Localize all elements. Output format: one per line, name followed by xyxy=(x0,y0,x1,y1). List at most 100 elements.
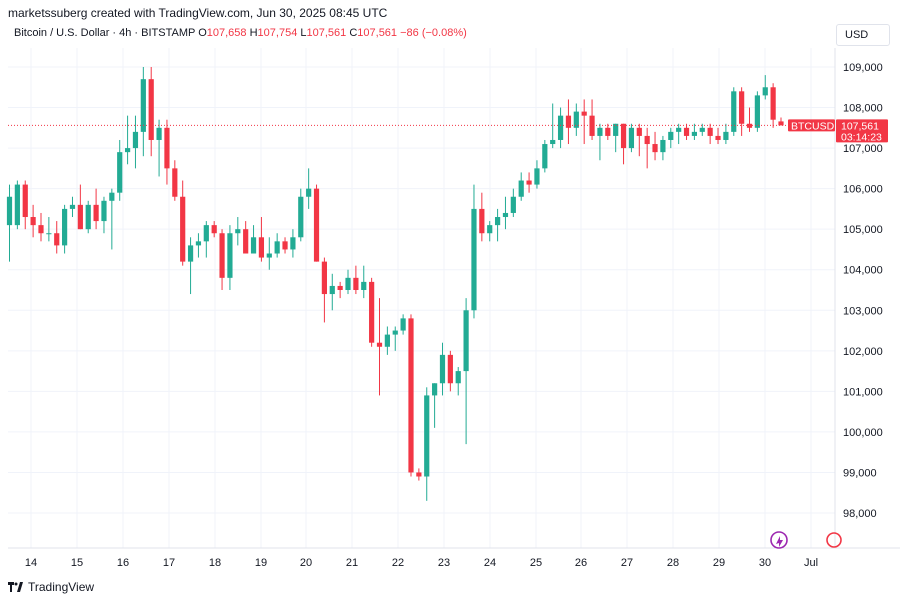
x-tick-label: 26 xyxy=(575,557,587,569)
candle-body xyxy=(455,371,461,384)
candle-body xyxy=(494,217,501,226)
candle-body xyxy=(298,196,304,238)
candle-body xyxy=(754,95,760,128)
y-tick-label: 98,000 xyxy=(843,508,877,520)
candle-body xyxy=(526,180,532,185)
candle-body xyxy=(353,277,359,290)
symbol-ohlc-legend: Bitcoin / U.S. Dollar · 4h · BITSTAMP O1… xyxy=(14,27,467,39)
x-tick-label: 14 xyxy=(25,557,37,569)
candle-body xyxy=(487,225,493,234)
candle-body xyxy=(124,148,131,153)
candle-body xyxy=(14,184,20,226)
candle-body xyxy=(479,208,485,234)
candle-body xyxy=(770,87,776,120)
candle-body xyxy=(589,115,595,136)
candle-body xyxy=(6,196,13,226)
x-tick-label: 24 xyxy=(484,557,496,569)
candle-body xyxy=(243,229,249,254)
candle-body xyxy=(274,241,280,254)
candle-body xyxy=(313,188,320,262)
candle-body xyxy=(620,123,627,149)
candle-body xyxy=(660,139,666,153)
x-tick-label: 18 xyxy=(209,557,221,569)
candle-body xyxy=(668,131,674,140)
candle-body xyxy=(266,253,272,258)
candle-body xyxy=(369,281,375,343)
candle-body xyxy=(557,115,564,140)
candle-body xyxy=(180,196,186,262)
y-tick-label: 104,000 xyxy=(843,265,883,277)
currency-selector[interactable]: USD xyxy=(836,24,890,46)
candle-body xyxy=(416,472,422,477)
candle-body xyxy=(203,225,209,242)
y-tick-label: 100,000 xyxy=(843,427,883,439)
x-tick-label: 16 xyxy=(117,557,129,569)
candle-body xyxy=(447,354,453,384)
candle-body xyxy=(565,115,572,128)
candle-body xyxy=(156,127,162,140)
price-tag-countdown: 03:14:23 xyxy=(841,131,882,143)
candle-body xyxy=(219,233,225,278)
candle-body xyxy=(69,204,76,209)
candle-body xyxy=(46,233,52,235)
candle-body xyxy=(164,127,170,169)
x-tick-label: 19 xyxy=(255,557,267,569)
candle-body xyxy=(22,184,28,218)
candle-body xyxy=(361,281,367,290)
x-tick-label: 27 xyxy=(621,557,633,569)
y-tick-label: 102,000 xyxy=(843,346,883,358)
candle-body xyxy=(762,87,768,96)
candle-body xyxy=(581,111,587,116)
candle-body xyxy=(573,111,579,128)
candle-body xyxy=(306,188,312,197)
open-label: O xyxy=(198,27,207,39)
high-label: H xyxy=(249,27,258,39)
y-tick-label: 101,000 xyxy=(843,386,883,398)
candle-body xyxy=(77,204,83,230)
candle-body xyxy=(636,127,642,136)
x-tick-label: 21 xyxy=(346,557,358,569)
footer-brand: TradingView xyxy=(28,580,95,594)
candles xyxy=(6,67,784,501)
x-tick-label: 29 xyxy=(713,557,725,569)
x-tick-label: 30 xyxy=(759,557,771,569)
indicator-icon[interactable] xyxy=(770,531,788,549)
candle-body xyxy=(550,139,556,145)
attribution-text: marketssuberg created with TradingView.c… xyxy=(8,6,388,20)
candle-body xyxy=(439,354,446,384)
y-tick-label: 108,000 xyxy=(843,103,883,115)
candle-body xyxy=(148,79,154,140)
y-tick-label: 103,000 xyxy=(843,305,883,317)
y-tick-label: 109,000 xyxy=(843,62,883,74)
time-axis[interactable]: 14 15 16 17 18 19 20 21 22 23 24 25 26 27 28 29 30 Jul xyxy=(25,557,818,569)
candle-body xyxy=(211,225,217,234)
candle-body xyxy=(676,127,682,132)
calendar-icon[interactable] xyxy=(826,532,842,548)
candle-body xyxy=(329,285,335,295)
candle-body xyxy=(290,237,296,250)
price-axis[interactable]: 98,000 99,000 100,000 101,000 102,000 103,000… xyxy=(843,62,883,520)
candle-body xyxy=(534,168,540,185)
y-tick-label: 99,000 xyxy=(843,467,877,479)
candle-body xyxy=(731,91,737,132)
candle-body xyxy=(62,208,68,246)
candle-body xyxy=(321,261,327,295)
candle-body xyxy=(38,225,44,234)
x-tick-label: 23 xyxy=(438,557,450,569)
candle-body xyxy=(502,212,509,218)
candle-body xyxy=(93,204,99,222)
candle-body xyxy=(652,144,658,153)
price-tag-price: 107,561 xyxy=(841,120,879,132)
candle-body xyxy=(54,233,60,246)
candle-body xyxy=(471,208,477,311)
candle-body xyxy=(628,127,635,149)
change-value: −86 (−0.08%) xyxy=(400,27,467,39)
candle-body xyxy=(408,318,414,473)
candle-body xyxy=(707,127,713,136)
ticker-tag-text: BTCUSD xyxy=(791,120,835,132)
candle-body xyxy=(109,192,115,201)
candle-body xyxy=(432,383,438,396)
candle-body xyxy=(605,127,611,136)
candle-body xyxy=(683,127,690,136)
